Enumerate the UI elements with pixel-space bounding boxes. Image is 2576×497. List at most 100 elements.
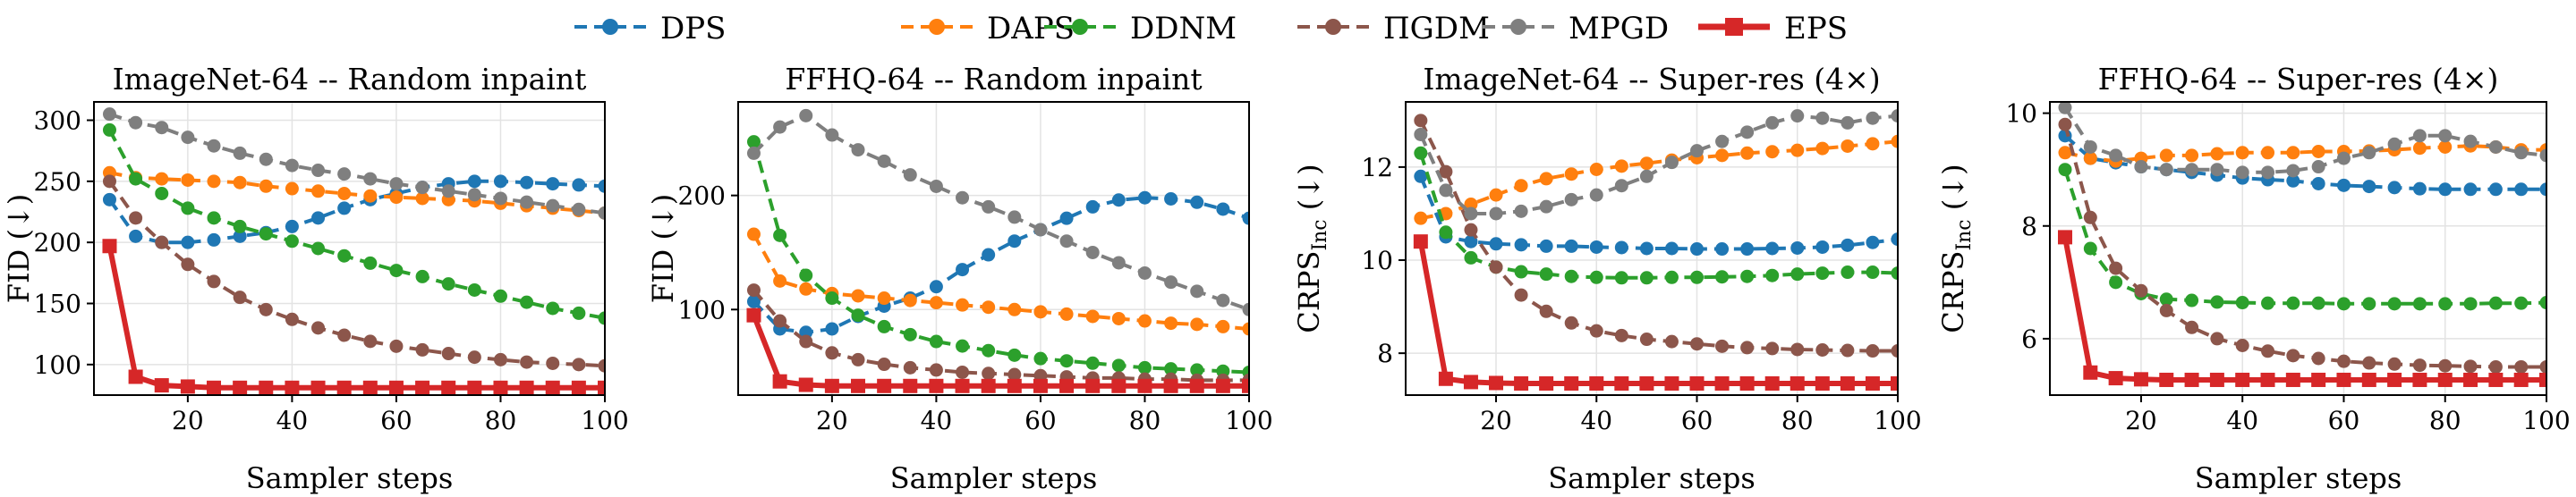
data-point-dps	[2539, 182, 2546, 197]
plot-frame	[737, 101, 1250, 396]
x-tick-label: 60	[1024, 406, 1057, 435]
data-point-pigdm	[441, 347, 455, 361]
data-point-ddnm	[1564, 269, 1578, 283]
data-point-mpgd	[1059, 234, 1074, 248]
data-point-pigdm	[2286, 349, 2300, 363]
series-group	[102, 107, 605, 395]
data-point-eps	[128, 369, 143, 384]
data-point-daps	[982, 300, 996, 315]
legend-label: ΠGDM	[1383, 11, 1490, 46]
data-point-ddnm	[2185, 293, 2199, 307]
y-tick-label: 10	[1361, 246, 1393, 275]
data-point-ddnm	[877, 319, 891, 333]
data-point-mpgd	[1085, 245, 1100, 259]
chart-panel-ffhq-inpaint: 20 40 60 80 100 100 200 FFHQ-64 -- Random inpai…	[646, 62, 1273, 495]
data-point-ddnm	[825, 291, 839, 306]
data-point-ddnm	[2210, 295, 2224, 309]
data-point-eps	[519, 380, 534, 395]
data-point-mpgd	[982, 199, 996, 214]
data-point-mpgd	[2488, 139, 2503, 154]
data-point-daps	[2210, 147, 2224, 161]
data-point-mpgd	[129, 115, 143, 130]
chart-title: ImageNet-64 -- Super-res (4×)	[1423, 62, 1880, 97]
plot-frame	[1405, 101, 1899, 396]
data-point-daps	[1464, 198, 1478, 212]
data-point-eps	[2539, 372, 2546, 387]
legend-label: MPGD	[1569, 11, 1670, 46]
data-point-dps	[520, 175, 534, 190]
data-point-daps	[155, 172, 169, 186]
data-point-daps	[207, 174, 221, 189]
data-point-pigdm	[2387, 357, 2402, 371]
data-point-pigdm	[155, 235, 169, 249]
data-point-mpgd	[1514, 204, 1528, 218]
data-point-eps	[362, 380, 378, 395]
data-point-daps	[1740, 146, 1755, 160]
data-point-ddnm	[102, 122, 116, 137]
data-point-eps	[877, 378, 892, 393]
data-point-eps	[1189, 378, 1204, 393]
y-tick-label: 200	[678, 181, 726, 211]
data-point-eps	[1564, 375, 1579, 391]
data-point-eps	[1489, 375, 1504, 391]
plot-frame	[2049, 101, 2547, 396]
data-point-daps	[1564, 167, 1578, 181]
data-point-pigdm	[851, 352, 865, 366]
data-point-dps	[2311, 176, 2325, 190]
data-point-pigdm	[389, 339, 404, 353]
data-point-ddnm	[2261, 296, 2275, 310]
data-point-eps	[388, 380, 404, 395]
data-point-ddnm	[929, 334, 943, 349]
data-point-daps	[903, 293, 917, 307]
data-point-pigdm	[2336, 354, 2351, 368]
data-point-ddnm	[2286, 296, 2300, 310]
x-tick-label: 20	[2125, 406, 2157, 435]
data-point-dps	[1891, 232, 1898, 247]
data-point-daps	[1190, 317, 1204, 332]
chart-title: ImageNet-64 -- Random inpaint	[113, 62, 587, 97]
data-point-daps	[1589, 162, 1603, 176]
data-point-dps	[598, 179, 605, 193]
y-tick-label: 100	[34, 350, 81, 380]
data-point-mpgd	[2336, 151, 2351, 165]
data-point-eps	[1438, 371, 1453, 386]
data-point-mpgd	[877, 154, 891, 168]
data-point-eps	[746, 307, 761, 323]
data-point-dps	[1489, 237, 1503, 251]
series-line-ddnm	[107, 129, 605, 320]
series-group	[2057, 102, 2546, 387]
series-line-ddnm	[752, 141, 1249, 375]
x-tick-label: 60	[380, 406, 412, 435]
chart-panel-imagenet-inpaint: 20 40 60 80 100 100 150 200 250 300 ImageNet-64 --…	[2, 62, 629, 495]
data-point-dps	[1690, 242, 1705, 257]
data-point-eps	[2260, 372, 2275, 387]
data-point-mpgd	[903, 168, 917, 182]
data-point-mpgd	[285, 158, 299, 173]
data-point-eps	[1463, 375, 1478, 390]
data-point-mpgd	[1866, 111, 1880, 125]
data-point-ddnm	[1841, 265, 1855, 280]
data-point-mpgd	[2261, 165, 2275, 180]
chart-title: FFHQ-64 -- Super-res (4×)	[2098, 62, 2499, 97]
data-point-daps	[2261, 146, 2275, 160]
data-point-pigdm	[1765, 341, 1780, 356]
y-axis-label: FID (↓)	[2, 194, 36, 303]
data-point-ddnm	[1111, 358, 1126, 373]
data-point-ddnm	[520, 295, 534, 309]
x-tick-label: 60	[1681, 406, 1713, 435]
data-point-pigdm	[825, 346, 839, 360]
data-point-pigdm	[2539, 359, 2546, 374]
data-point-mpgd	[1414, 127, 1428, 141]
data-point-pigdm	[1564, 316, 1578, 330]
x-tick-label: 80	[485, 406, 517, 435]
data-point-mpgd	[2083, 139, 2097, 154]
series-line-pigdm	[1419, 119, 1898, 353]
data-point-eps	[851, 378, 866, 393]
x-tick-label: 40	[921, 406, 953, 435]
data-point-ddnm	[337, 248, 352, 263]
data-point-dps	[2336, 178, 2351, 192]
data-point-daps	[2235, 146, 2249, 160]
data-point-pigdm	[877, 358, 891, 372]
series-group	[746, 108, 1249, 393]
series-line-dps	[752, 196, 1249, 334]
